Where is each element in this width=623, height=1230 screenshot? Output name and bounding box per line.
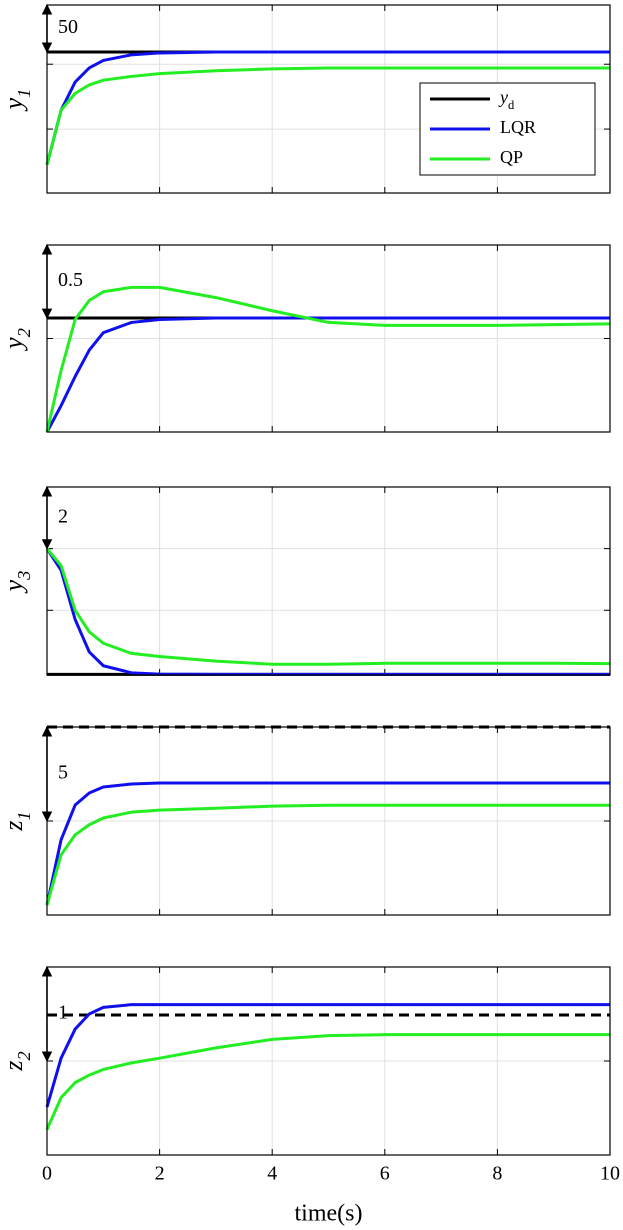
subplot: 2 y3 [0,485,611,676]
legend-label: QP [500,147,523,167]
subplot: 0 2 4 6 8 10 1 z2 time(s) [0,965,620,1227]
subplot: 5 z1 [0,725,611,916]
legend-label: LQR [500,117,536,137]
x-tick-label: 10 [600,1163,620,1185]
series-line [45,316,610,433]
annotation-label: 1 [58,1002,68,1024]
y-axis-label: y2 [0,328,34,352]
x-axis-label: time(s) [295,1201,363,1227]
plot-frame [46,486,611,676]
plot-frame [46,244,611,433]
series-line [45,781,610,906]
series-line [45,50,610,166]
y-axis-label: z1 [0,811,34,831]
y-axis-label: y1 [0,89,34,113]
subplot: 50 y1 yd LQR QP [0,3,611,194]
plot-frame [46,4,611,194]
annotation-label: 50 [58,16,78,38]
x-tick-label: 6 [380,1163,390,1185]
y-axis-label: y3 [0,571,34,595]
series-line [45,547,610,676]
series-line [45,547,611,666]
series-line [45,803,610,906]
legend-label: yd [498,87,515,112]
x-tick-label: 0 [42,1163,52,1185]
annotation-label: 5 [58,762,68,784]
subplot: 0.5 y2 [0,243,611,433]
series-line [45,1003,610,1108]
x-tick-label: 4 [267,1163,277,1185]
series-line [45,66,610,166]
series-line [45,285,611,433]
annotation-label: 2 [58,505,68,527]
annotation-label: 0.5 [58,269,83,291]
y-axis-label: z2 [0,1051,34,1071]
x-tick-label: 8 [492,1163,502,1185]
x-tick-label: 2 [155,1163,165,1185]
series-line [45,1033,610,1131]
